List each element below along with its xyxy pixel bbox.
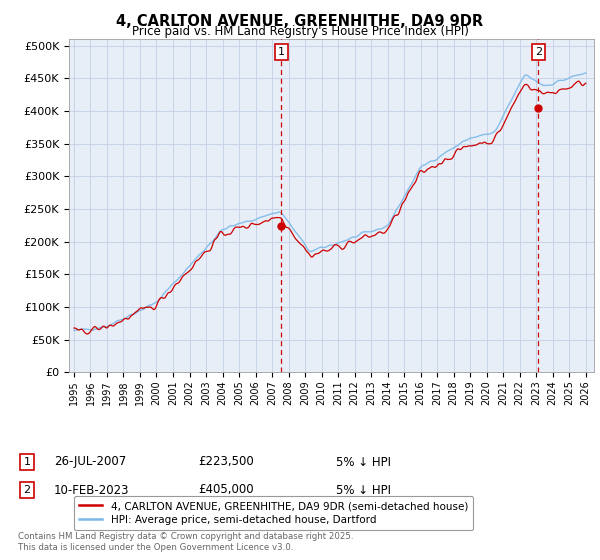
Text: Price paid vs. HM Land Registry's House Price Index (HPI): Price paid vs. HM Land Registry's House … bbox=[131, 25, 469, 38]
Text: 1: 1 bbox=[23, 457, 31, 467]
Text: £223,500: £223,500 bbox=[198, 455, 254, 469]
Text: 4, CARLTON AVENUE, GREENHITHE, DA9 9DR: 4, CARLTON AVENUE, GREENHITHE, DA9 9DR bbox=[116, 14, 484, 29]
Text: 2: 2 bbox=[23, 485, 31, 495]
Text: 5% ↓ HPI: 5% ↓ HPI bbox=[336, 483, 391, 497]
Text: 5% ↓ HPI: 5% ↓ HPI bbox=[336, 455, 391, 469]
Text: 26-JUL-2007: 26-JUL-2007 bbox=[54, 455, 126, 469]
Text: 2: 2 bbox=[535, 47, 542, 57]
Text: 10-FEB-2023: 10-FEB-2023 bbox=[54, 483, 130, 497]
Legend: 4, CARLTON AVENUE, GREENHITHE, DA9 9DR (semi-detached house), HPI: Average price: 4, CARLTON AVENUE, GREENHITHE, DA9 9DR (… bbox=[74, 496, 473, 530]
Text: £405,000: £405,000 bbox=[198, 483, 254, 497]
Text: 1: 1 bbox=[278, 47, 285, 57]
Text: Contains HM Land Registry data © Crown copyright and database right 2025.
This d: Contains HM Land Registry data © Crown c… bbox=[18, 532, 353, 552]
